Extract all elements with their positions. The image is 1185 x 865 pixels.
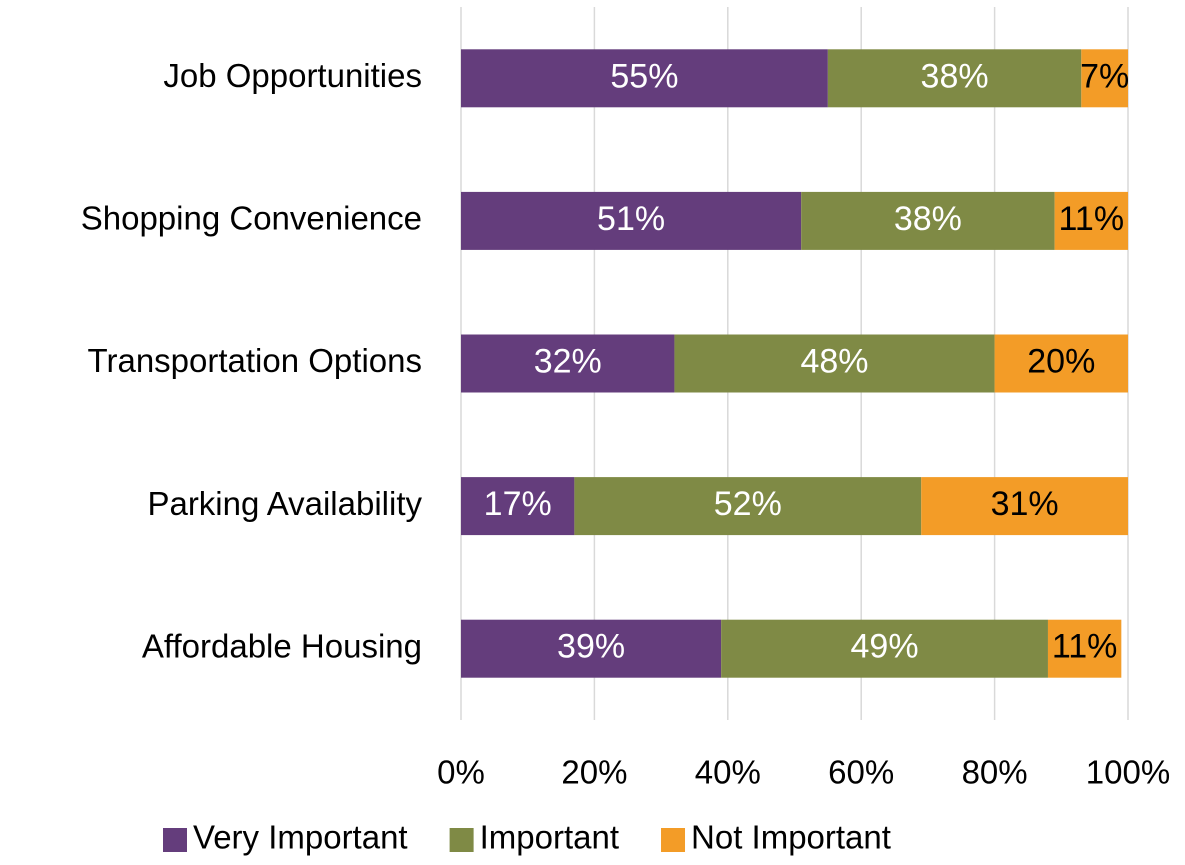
bar-segment — [994, 334, 1128, 393]
bar-segment — [461, 334, 675, 393]
legend-label: Important — [480, 819, 619, 856]
category-label: Parking Availability — [147, 485, 422, 522]
data-label: 31% — [991, 485, 1059, 523]
x-tick-label: 80% — [962, 754, 1028, 791]
category-label: Job Opportunities — [163, 57, 422, 94]
bar-segment — [1081, 49, 1128, 108]
bar-segment — [827, 49, 1082, 108]
data-label: 48% — [800, 342, 868, 380]
data-label: 39% — [557, 628, 625, 666]
x-tick-label: 0% — [437, 754, 485, 791]
data-label: 38% — [894, 200, 962, 238]
legend-swatch — [163, 828, 187, 852]
data-label: 7% — [1080, 57, 1129, 95]
category-label: Transportation Options — [88, 342, 422, 379]
legend-swatch — [449, 828, 474, 852]
x-tick-label: 40% — [695, 754, 761, 791]
data-label: 55% — [610, 57, 678, 95]
bar-segment — [574, 477, 922, 536]
bar-segment — [721, 619, 1048, 678]
legend-swatch — [661, 828, 686, 852]
bar-segment — [1054, 191, 1128, 250]
category-label: Affordable Housing — [142, 627, 422, 664]
bar-segment — [801, 191, 1055, 250]
bar-segment — [461, 619, 722, 678]
x-tick-label: 20% — [561, 754, 627, 791]
category-label: Shopping Convenience — [81, 200, 422, 237]
data-label: 52% — [714, 485, 782, 523]
bar-segment — [921, 477, 1128, 536]
bar-segment — [1047, 619, 1122, 678]
data-label: 17% — [484, 485, 552, 523]
data-label: 11% — [1052, 628, 1118, 666]
data-label: 51% — [597, 200, 665, 238]
bar-segment — [461, 477, 575, 536]
data-label: 38% — [921, 57, 989, 95]
x-tick-label: 100% — [1086, 754, 1170, 791]
data-label: 11% — [1059, 200, 1125, 238]
bar-segment — [674, 334, 995, 393]
data-label: 20% — [1027, 342, 1095, 380]
data-label: 32% — [534, 342, 602, 380]
legend-label: Not Important — [691, 819, 891, 856]
legend-label: Very Important — [193, 819, 408, 856]
bar-segment — [461, 191, 802, 250]
data-label: 49% — [851, 628, 919, 666]
bar-segment — [461, 49, 828, 108]
x-tick-label: 60% — [828, 754, 894, 791]
